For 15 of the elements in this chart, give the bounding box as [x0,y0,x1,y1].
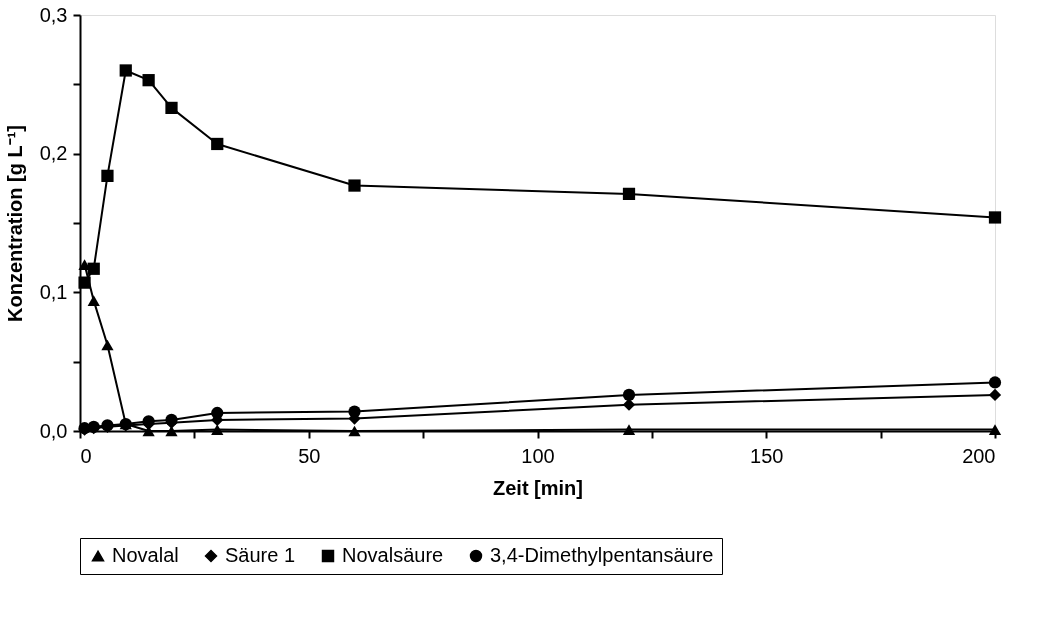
legend-label: 3,4-Dimethylpentansäure [490,544,714,566]
y-tick-label: 0,3 [39,3,68,26]
y-tick-label: 0,0 [39,419,68,442]
legend-label: Säure 1 [225,544,296,566]
legend-label: Novalal [112,544,179,566]
y-tick-label: 0,2 [39,142,68,165]
y-axis-title: Konzentration [g L⁻¹] [3,125,26,322]
x-tick-label: 50 [298,444,321,467]
y-tick-label: 0,1 [39,280,68,303]
x-axis-title: Zeit [min] [493,476,583,499]
x-tick-label: 150 [750,444,784,467]
x-tick-label: 200 [962,444,996,467]
legend-label: Novalsäure [342,544,444,566]
x-tick-label: 100 [521,444,555,467]
x-tick-label: 0 [80,444,92,467]
